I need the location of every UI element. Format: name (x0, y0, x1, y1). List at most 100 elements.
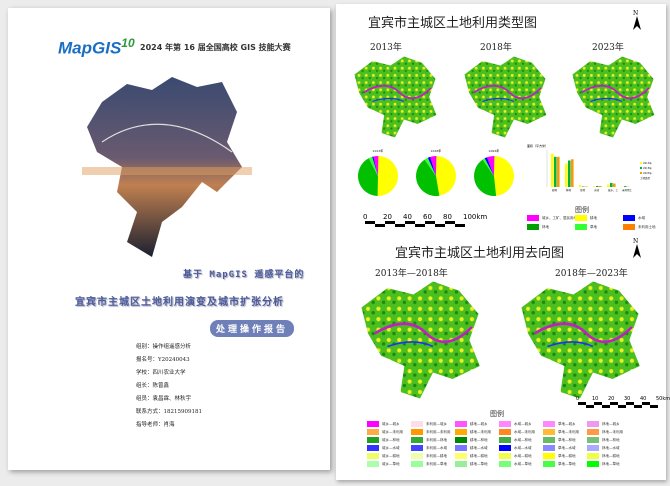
legend2-item: 城乡—未利用 (367, 429, 403, 435)
team-info: 组别：操作组遥感分析 报名号：Y20240043 学校：四川农业大学 组长：陈曾… (136, 341, 202, 432)
legend2-swatch (587, 461, 599, 467)
legend2-item: 草地—林地 (543, 437, 576, 443)
legend2-label: 林地—草地 (602, 462, 620, 466)
pie-slice (368, 156, 378, 176)
legend2-label: 耕地—水域 (470, 446, 488, 450)
legend2-swatch (499, 453, 511, 459)
contest-title: 2024 年第 16 届全国高校 GIS 技能大赛 (140, 43, 291, 52)
legend2-swatch (543, 445, 555, 451)
legend-item: 水域 (623, 215, 645, 221)
year-label-2013: 2013年 (370, 43, 402, 53)
legend-label: 耕地 (590, 216, 597, 220)
mapgis-logo: MapGIS10 (58, 36, 135, 59)
legend2-label: 林地—林地 (602, 438, 620, 442)
pie-slice (416, 159, 440, 196)
pie-title: 2013年 (373, 148, 384, 153)
svg-text:N: N (633, 10, 638, 17)
scale-segment (626, 402, 634, 405)
legend2-swatch (411, 453, 423, 459)
north-arrow-icon: N (633, 10, 641, 30)
legend2-swatch (587, 429, 599, 435)
legend2-item: 林地—林地 (587, 437, 620, 443)
bar-legend-swatch (640, 162, 642, 164)
pie-slice (372, 156, 378, 176)
legend2-label: 耕地—城乡 (470, 422, 488, 426)
legend2-item: 林地—草地 (587, 461, 620, 467)
scale-bar-1 (365, 221, 465, 227)
legend2-swatch (411, 421, 423, 427)
info-school: 学校：四川农业大学 (136, 370, 186, 376)
legend2-label: 水域—耕地 (514, 454, 532, 458)
bar-tick-label: 未利用土 (622, 188, 633, 192)
info-advisor: 指导老师：肖海 (136, 422, 175, 428)
bar (599, 186, 602, 187)
legend2-item: 水域—草地 (499, 461, 532, 467)
legend2-item: 草地—城乡 (543, 421, 576, 427)
pie-slice (484, 157, 494, 176)
report-badge: 处理操作报告 (210, 320, 295, 337)
legend-title: 图例 (575, 206, 589, 214)
info-members: 组员：袁昌霖、林秋宇 (136, 396, 192, 402)
legend-item: 耕地 (575, 215, 597, 221)
legend2-item: 耕地—未利用 (455, 429, 491, 435)
legend2-item: 耕地—水域 (455, 445, 488, 451)
legend2-item: 未利用—林地 (411, 437, 447, 443)
legend2-label: 林地—水域 (602, 446, 620, 450)
legend2-swatch (411, 461, 423, 467)
legend2-swatch (455, 437, 467, 443)
scale-label: 20 (608, 396, 615, 402)
scale-segment (405, 221, 415, 224)
legend2-label: 草地—城乡 (558, 422, 576, 426)
bar (551, 153, 554, 187)
pie-slice (373, 156, 379, 176)
legend2-swatch (455, 429, 467, 435)
bar (579, 185, 582, 187)
bar-legend-label: 2018年 (643, 166, 652, 170)
pie-title: 2023年 (489, 148, 500, 153)
legend2-item: 草地—水域 (543, 445, 576, 451)
poster-title-direction: 宜宾市主城区土地利用去向图 (395, 246, 565, 261)
legend2-label: 未利用—水域 (426, 446, 447, 450)
legend2-label: 水域—林地 (514, 438, 532, 442)
scale-label: 20 (383, 213, 392, 221)
legend2-swatch (543, 421, 555, 427)
legend2-swatch (455, 453, 467, 459)
scale-segment (445, 221, 455, 224)
cover-subtitle-2: 宜宾市主城区土地利用演变及城市扩张分析 (75, 297, 284, 308)
legend2-label: 草地—未利用 (558, 430, 579, 434)
bar-tick-label: 耕地 (552, 188, 558, 192)
legend2-item: 未利用—未利用 (411, 429, 451, 435)
pie-slice (427, 156, 436, 176)
legend2-item: 未利用—水域 (411, 445, 447, 451)
scale-segment (594, 402, 602, 405)
bar (593, 186, 596, 187)
legend2-swatch (543, 437, 555, 443)
legend2-swatch (543, 453, 555, 459)
scale-label: 60 (423, 213, 432, 221)
legend-label: 草地 (590, 225, 597, 229)
bar-legend-label: 2023年 (643, 171, 652, 175)
svg-text:N: N (633, 238, 638, 245)
scale-segment (634, 405, 642, 408)
bar (596, 186, 599, 187)
legend2-label: 草地—草地 (558, 462, 576, 466)
legend-label: 城乡、工矿、居民用地 (542, 216, 577, 220)
legend-item: 未利用土地 (623, 224, 656, 230)
legend2-item: 水域—耕地 (499, 453, 532, 459)
legend2-swatch (367, 445, 379, 451)
pie-slice (487, 156, 495, 176)
pie-slice (430, 156, 437, 176)
bar-chart: 面积（平方米） 耕地 林地 草地 水域 城乡、工 未利用土 2013年2018年2023年土地… (527, 143, 652, 192)
direction-map-2018-2023 (520, 280, 642, 400)
scale-label: 40 (403, 213, 412, 221)
scale-segment (602, 405, 610, 408)
bar (554, 156, 557, 187)
legend2-item: 未利用—草地 (411, 461, 447, 467)
logo-version: 10 (121, 36, 135, 50)
pie-charts: 2013年 2018年 2023年 (358, 148, 514, 196)
legend2-item: 未利用—耕地 (411, 453, 447, 459)
pie-slice (482, 158, 494, 176)
scale-segment (586, 405, 594, 408)
bar (565, 163, 568, 187)
north-arrow-icon: N (633, 238, 641, 258)
